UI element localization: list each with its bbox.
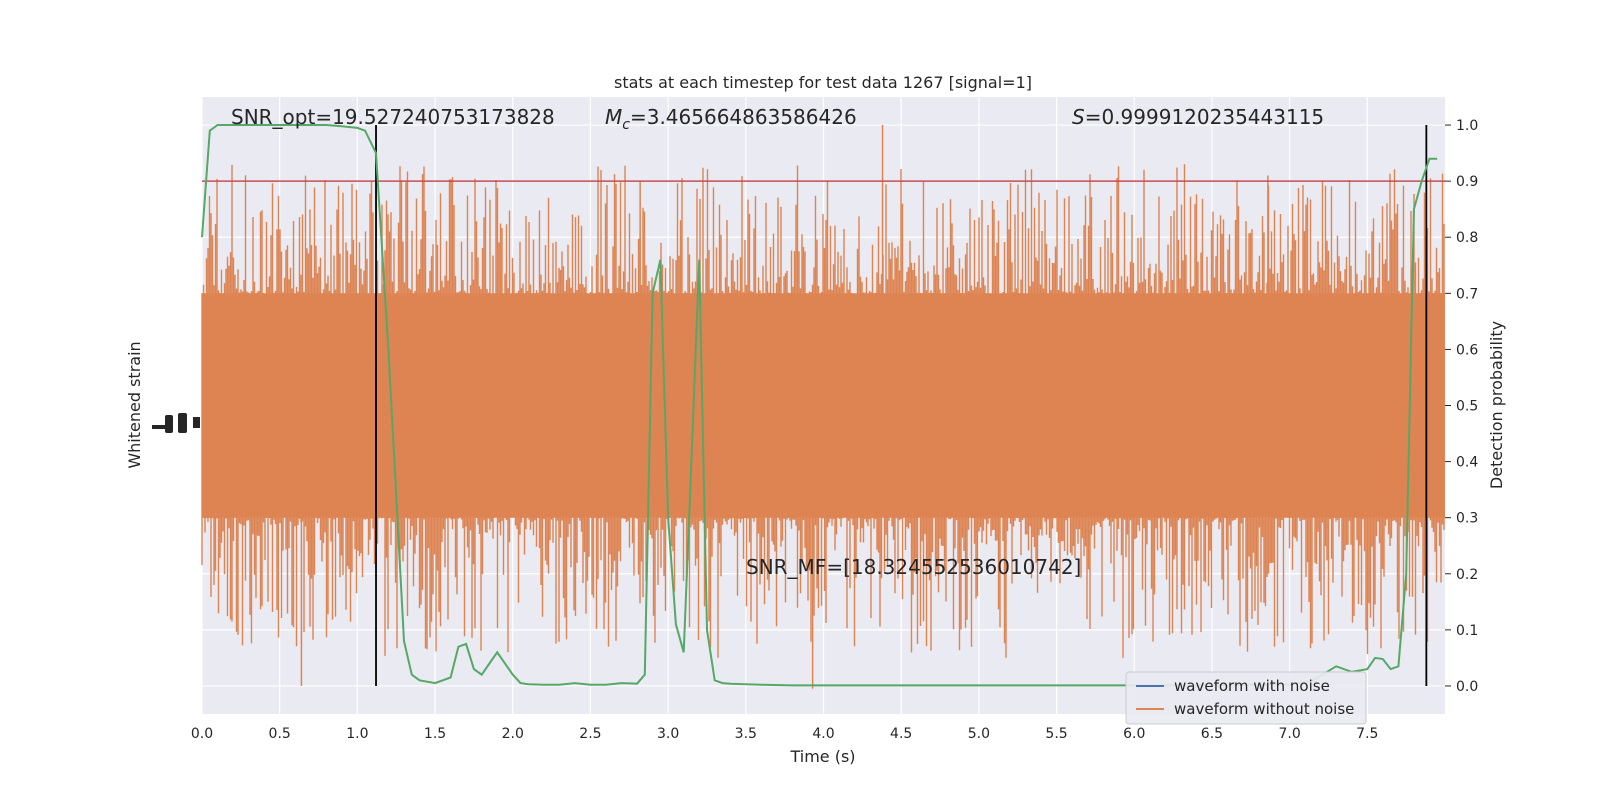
score-annotation: S=0.9999120235443115 — [1072, 105, 1324, 129]
x-tick-label: 3.0 — [657, 726, 679, 742]
y-tick-label: 0.7 — [1456, 286, 1478, 302]
x-tick-label: 7.5 — [1356, 726, 1378, 742]
x-ticks: 0.0 0.5 1.0 1.5 2.0 2.5 3.0 3.5 4.0 4.5 5.0 5.5 6.0 6… — [191, 726, 1379, 742]
y-tick-label: 0.1 — [1456, 623, 1478, 639]
x-tick-label: 5.0 — [968, 726, 990, 742]
y-tick-label: 0.5 — [1456, 399, 1478, 415]
right-y-ticks: 0.0 0.1 0.2 0.3 0.4 0.5 0.6 0.7 0.8 0.9 1.0 — [1445, 118, 1478, 695]
waveform-without-noise-series — [201, 125, 1445, 689]
left-y-axis-label: Whitened strain — [125, 341, 144, 468]
y-tick-label: 1.0 — [1456, 118, 1478, 134]
y-tick-label: 0.3 — [1456, 511, 1478, 527]
merger-vlines — [375, 125, 1428, 686]
x-tick-label: 7.0 — [1278, 726, 1300, 742]
detection-probability-line — [201, 124, 1438, 687]
x-tick-label: 1.5 — [424, 726, 446, 742]
x-tick-label: 4.5 — [890, 726, 912, 742]
x-tick-label: 5.5 — [1045, 726, 1067, 742]
left-axis-ticks-cluster — [152, 413, 200, 433]
x-tick-label: 1.0 — [346, 726, 368, 742]
x-tick-label: 2.5 — [579, 726, 601, 742]
legend: waveform with noise waveform without noi… — [1125, 671, 1367, 725]
legend-label-with-noise: waveform with noise — [1174, 677, 1330, 695]
legend-label-without-noise: waveform without noise — [1174, 700, 1354, 718]
x-tick-label: 0.0 — [191, 726, 213, 742]
chirp-mass-annotation: Mc=3.465664863586426 — [605, 105, 857, 133]
x-tick-label: 3.5 — [735, 726, 757, 742]
chart-title: stats at each timestep for test data 126… — [614, 73, 1032, 92]
y-tick-label: 0.2 — [1456, 567, 1478, 583]
x-tick-label: 6.0 — [1123, 726, 1145, 742]
legend-box — [1125, 671, 1367, 725]
right-y-axis-label: Detection probability — [1487, 321, 1506, 489]
y-tick-label: 0.0 — [1456, 679, 1478, 695]
y-tick-label: 0.9 — [1456, 174, 1478, 190]
x-tick-label: 6.5 — [1201, 726, 1223, 742]
y-tick-label: 0.4 — [1456, 455, 1478, 471]
snr-opt-annotation: SNR_opt=19.527240753173828 — [231, 105, 555, 129]
snr-mf-annotation: SNR_MF=[18.324552536010742] — [746, 555, 1081, 579]
y-tick-label: 0.8 — [1456, 230, 1478, 246]
x-tick-label: 0.5 — [269, 726, 291, 742]
x-tick-label: 4.0 — [812, 726, 834, 742]
strain-spikes — [201, 164, 1445, 658]
y-tick-label: 0.6 — [1456, 342, 1478, 358]
x-axis-label: Time (s) — [789, 747, 855, 766]
x-tick-label: 2.0 — [502, 726, 524, 742]
